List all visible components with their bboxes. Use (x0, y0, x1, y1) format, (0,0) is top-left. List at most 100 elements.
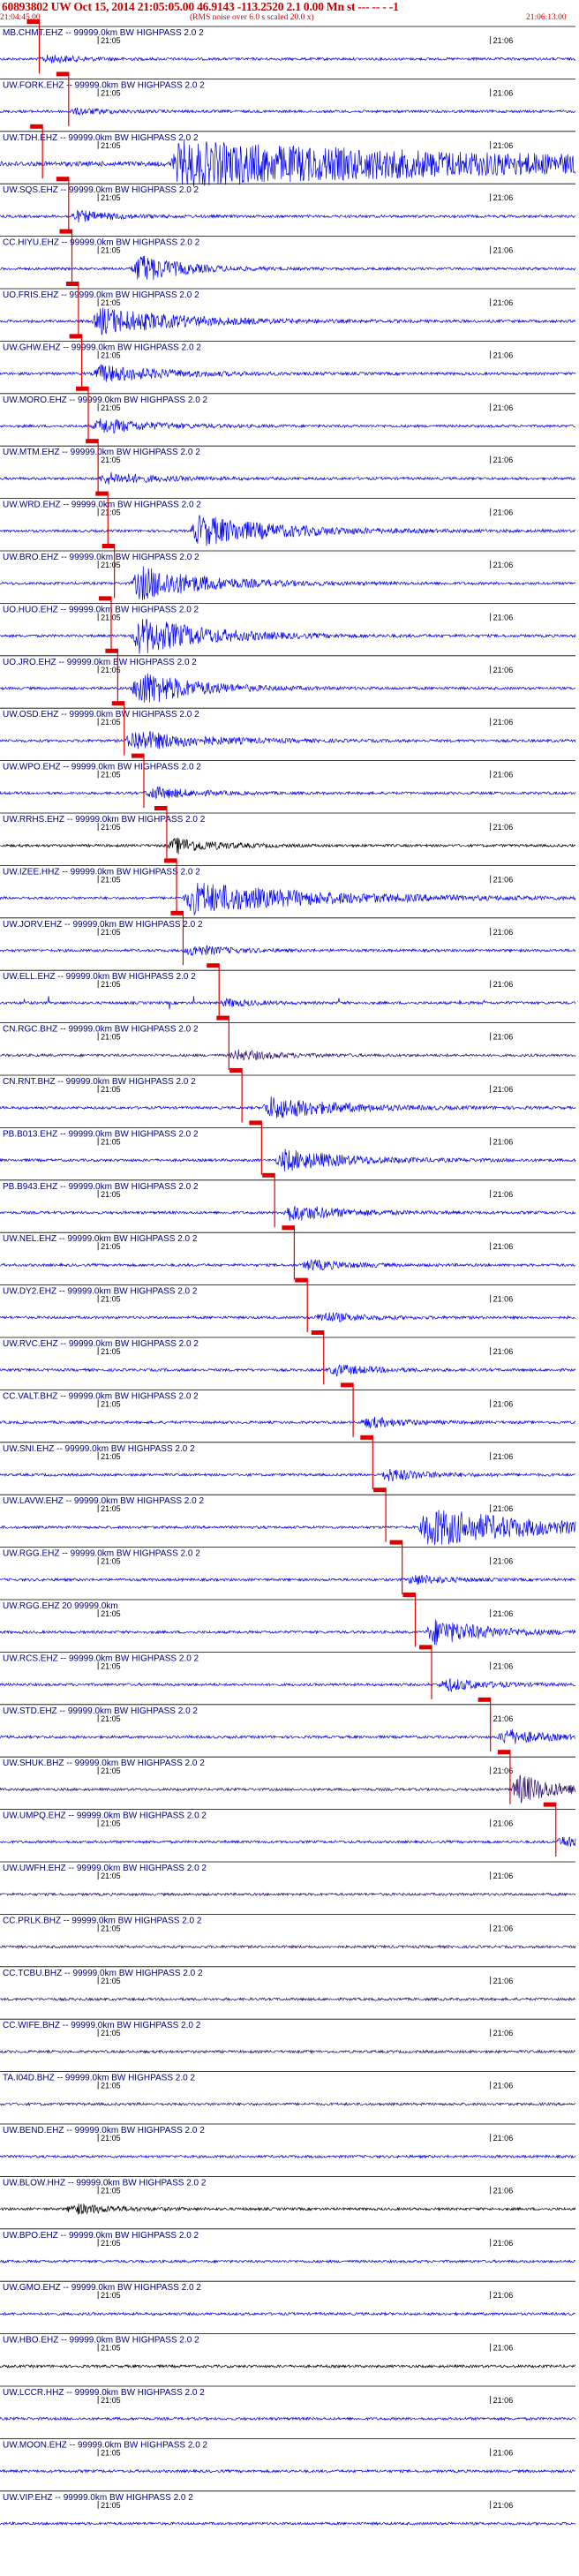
pick-flag (419, 1645, 432, 1650)
waveform (0, 2416, 576, 2422)
tick-label: 21:05 (101, 2134, 121, 2143)
waveform (0, 1049, 576, 1061)
waveform (0, 566, 576, 600)
tick-label: 21:06 (493, 2029, 514, 2037)
waveform (0, 307, 576, 335)
pick-flag (497, 1750, 510, 1755)
trace-group: MB.CHMT.EHZ -- 99999.0km BW HIGHPASS 2.0… (0, 19, 576, 2527)
tick-label: 21:05 (101, 1347, 121, 1356)
tick-label: 21:05 (101, 928, 121, 937)
pick-flag (282, 1225, 295, 1231)
tick-label: 21:06 (493, 193, 514, 202)
tick-label: 21:06 (493, 141, 514, 150)
trace-row: UW.MOON.EHZ -- 99999.0km BW HIGHPASS 2.0… (0, 2437, 576, 2474)
waveform (0, 1619, 576, 1646)
pick-flag (229, 1068, 243, 1073)
tick-label: 21:06 (493, 1819, 514, 1828)
station-label: UW.OSD.EHZ -- 99999.0km BW HIGHPASS 2.0 … (3, 710, 199, 719)
tick-label: 21:05 (101, 666, 121, 674)
pick-flag (111, 701, 124, 706)
tick-label: 21:06 (493, 1347, 514, 1356)
waveform (0, 2154, 576, 2159)
pick-flag (360, 1435, 373, 1440)
tick-label: 21:06 (493, 561, 514, 569)
tick-label: 21:06 (493, 2396, 514, 2405)
tick-label: 21:06 (493, 298, 514, 307)
station-label: UW.MTM.EHZ -- 99999.0km BW HIGHPASS 2.0 … (3, 448, 200, 457)
waveform (0, 515, 576, 546)
station-label: UW.RGG.EHZ 20 99999.0km (3, 1601, 118, 1611)
pick-flag (30, 124, 43, 129)
trace-row: CC.TCBU.BHZ -- 99999.0km BW HIGHPASS 2.0… (0, 1966, 576, 2002)
pick-flag (402, 1593, 416, 1597)
pick-flag (341, 1382, 354, 1388)
pick-flag (543, 1802, 556, 1807)
pick-flag (249, 1120, 262, 1126)
waveform (0, 1416, 576, 1428)
tick-label: 21:05 (101, 2029, 121, 2037)
tick-label: 21:06 (493, 1190, 514, 1199)
tick-label: 21:05 (101, 1924, 121, 1932)
tick-label: 21:06 (493, 771, 514, 780)
tick-label: 21:05 (101, 350, 121, 359)
pick-flag (154, 806, 167, 810)
waveform (0, 673, 576, 704)
trace-row: UW.SHUK.BHZ -- 99999.0km BW HIGHPASS 2.0… (0, 1750, 576, 1804)
tick-label: 21:05 (101, 1399, 121, 1408)
waveform (0, 1096, 576, 1119)
waveform (0, 882, 576, 915)
trace-row: PB.B013.EHZ -- 99999.0km BW HIGHPASS 2.0… (0, 1120, 576, 1175)
tick-label: 21:06 (493, 980, 514, 989)
trace-row: UW.VIP.EHZ -- 99999.0km BW HIGHPASS 2.0 … (0, 2490, 576, 2527)
station-label: UW.BLOW.HHZ -- 99999.0km BW HIGHPASS 2.0… (3, 2178, 207, 2188)
waveform (0, 1574, 576, 1586)
pick-flag (102, 544, 115, 548)
trace-row: CC.WIFE.BHZ -- 99999.0km BW HIGHPASS 2.0… (0, 2018, 576, 2054)
waveform (0, 1510, 576, 1546)
station-label: UW.UMPQ.EHZ -- 99999.0km BW HIGHPASS 2.0… (3, 1811, 207, 1821)
waveform (0, 837, 576, 855)
waveform (0, 54, 576, 64)
station-label: UW.BEND.EHZ -- 99999.0km BW HIGHPASS 2.0… (3, 2126, 205, 2135)
station-label: UW.SNI.EHZ -- 99999.0km BW HIGHPASS 2.0 … (3, 1444, 195, 1454)
station-label: PB.B943.EHZ -- 99999.0km BW HIGHPASS 2.0… (3, 1182, 199, 1192)
trace-row: UO.HUO.EHZ -- 99999.0km BW HIGHPASS 2.0 … (0, 596, 576, 654)
pick-flag (76, 386, 89, 391)
tick-label: 21:06 (493, 2186, 514, 2195)
tick-label: 21:06 (493, 1609, 514, 1618)
tick-label: 21:06 (493, 2344, 514, 2353)
station-label: UW.JORV.EHZ -- 99999.0km BW HIGHPASS 2.0… (3, 920, 203, 930)
tick-label: 21:05 (101, 1714, 121, 1723)
tick-label: 21:05 (101, 141, 121, 150)
tick-label: 21:06 (493, 2082, 514, 2090)
station-label: UO.JRO.EHZ -- 99999.0km BW HIGHPASS 2.0 … (3, 658, 197, 667)
tick-label: 21:05 (101, 1766, 121, 1775)
station-label: CC.VALT.BHZ -- 99999.0km BW HIGHPASS 2.0… (3, 1391, 199, 1401)
waveform (0, 2468, 576, 2474)
tick-label: 21:05 (101, 193, 121, 202)
tick-label: 21:06 (493, 928, 514, 937)
trace-row: TA.I04D.BHZ -- 99999.0km BW HIGHPASS 2.0… (0, 2071, 576, 2107)
station-label: UW.SHUK.BHZ -- 99999.0km BW HIGHPASS 2.0… (3, 1759, 205, 1768)
trace-row: UW.RVC.EHZ -- 99999.0km BW HIGHPASS 2.0 … (0, 1330, 576, 1385)
pick-flag (26, 19, 40, 24)
tick-label: 21:05 (101, 246, 121, 255)
waveform (0, 1678, 576, 1693)
tick-label: 21:05 (101, 1872, 121, 1880)
trace-row: UO.FRIS.EHZ -- 99999.0km BW HIGHPASS 2.0… (0, 282, 576, 336)
waveform (0, 364, 576, 382)
station-label: CC.TCBU.BHZ -- 99999.0km BW HIGHPASS 2.0… (3, 1969, 203, 1978)
tick-label: 21:06 (493, 1924, 514, 1932)
trace-row: UW.HBO.EHZ -- 99999.0km BW HIGHPASS 2.0 … (0, 2333, 576, 2369)
station-label: UW.BPO.EHZ -- 99999.0km BW HIGHPASS 2.0 … (3, 2231, 199, 2241)
station-label: PB.B013.EHZ -- 99999.0km BW HIGHPASS 2.0… (3, 1129, 199, 1139)
waveform (0, 1364, 576, 1377)
tick-label: 21:05 (101, 1033, 121, 1042)
station-label: CN.RNT.BHZ -- 99999.0km BW HIGHPASS 2.0 … (3, 1077, 196, 1087)
station-label: UW.WPO.EHZ -- 99999.0km BW HIGHPASS 2.0 … (3, 763, 201, 772)
waveform (0, 1149, 576, 1171)
waveform (0, 618, 576, 654)
station-label: UO.FRIS.EHZ -- 99999.0km BW HIGHPASS 2.0… (3, 290, 199, 300)
trace-row: UW.UWFH.EHZ -- 99999.0km BW HIGHPASS 2.0… (0, 1861, 576, 1897)
